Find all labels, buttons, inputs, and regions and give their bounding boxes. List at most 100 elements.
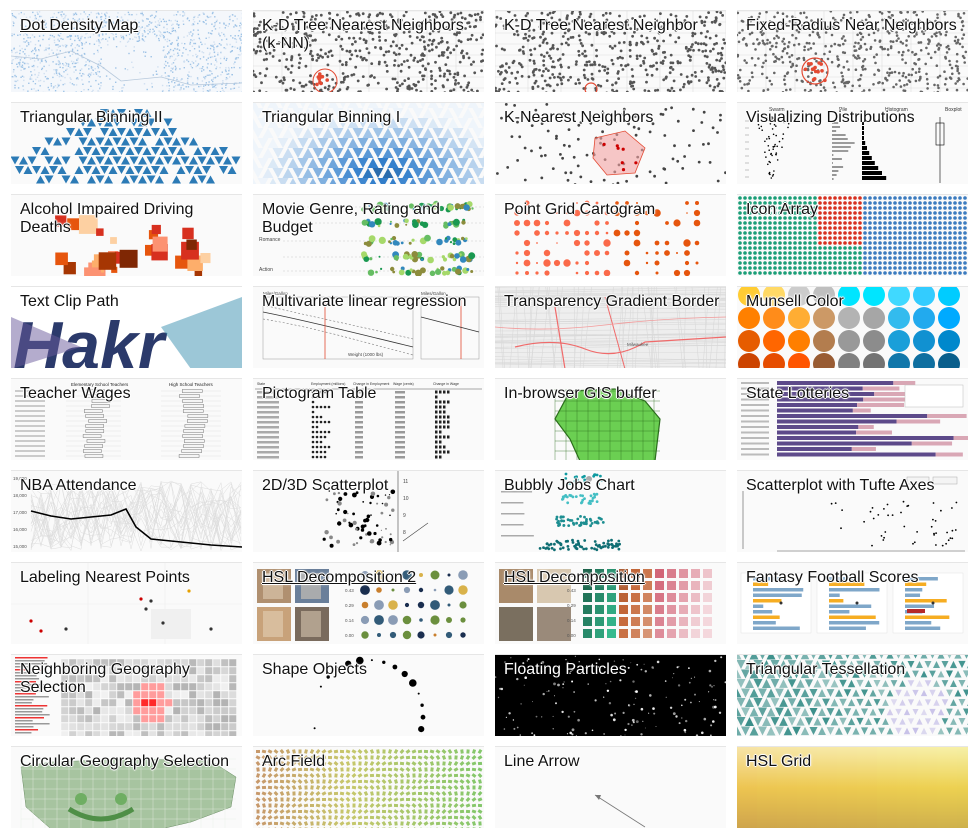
svg-text:0.00: 0.00: [345, 633, 354, 638]
svg-text:Elementary School Teachers: Elementary School Teachers: [71, 382, 129, 387]
svg-text:Wage (cents): Wage (cents): [393, 382, 414, 386]
gallery-tile[interactable]: Swarm Pile Histogram Boxplot Visualizing Dis…: [737, 102, 968, 184]
gallery-tile[interactable]: Hakr Text Clip Path: [11, 286, 242, 368]
tile-thumbnail-hsl2: 0.57 0.43 0.29 0.14 0.00: [257, 569, 468, 641]
tile-thumbnail-hslgrid: [737, 747, 968, 828]
gallery-tile[interactable]: Triangular Tessellation: [737, 654, 968, 736]
tile-thumbnail-tribin1: [253, 103, 484, 184]
tile-thumbnail-hsl1: 0.570.430.290.140.00: [499, 569, 712, 641]
svg-text:17,000: 17,000: [13, 510, 27, 515]
gallery-tile[interactable]: State Lotteries: [737, 378, 968, 460]
gallery-tile[interactable]: Bubbly Jobs Chart: [495, 470, 726, 552]
gallery-tile[interactable]: Miles/Gallon Miles/Gallon Weight (1000 lbs…: [253, 286, 484, 368]
tile-thumbnail-pointgrid: [514, 200, 701, 276]
svg-text:0.29: 0.29: [345, 603, 354, 608]
tile-thumbnail-distributions: Swarm Pile Histogram Boxplot: [745, 107, 962, 183]
gallery-tile[interactable]: Point Grid Cartogram: [495, 194, 726, 276]
gallery-tile[interactable]: Triangular Binning II: [11, 102, 242, 184]
svg-text:Boxplot: Boxplot: [945, 107, 962, 113]
gallery-tile[interactable]: 0.57 0.43 0.29 0.14 0.00 HSL Decomposition: [495, 562, 726, 644]
tile-thumbnail-fantasy: [740, 572, 964, 634]
tile-thumbnail-gradientborder: Milwaukee: [495, 287, 726, 368]
svg-text:Pile: Pile: [839, 107, 848, 113]
gallery-grid: Dot Density Map K-D Tree Nearest Neighbor…: [11, 10, 968, 828]
gallery-tile[interactable]: K-D Tree Nearest Neighbor: [495, 10, 726, 92]
svg-text:Employment (millions): Employment (millions): [311, 382, 345, 386]
gallery-tile[interactable]: Alcohol Impaired Driving Deaths: [11, 194, 242, 276]
gallery-tile[interactable]: Circular Geography Selection: [11, 746, 242, 828]
svg-text:10: 10: [403, 496, 409, 502]
svg-text:15,000: 15,000: [13, 544, 27, 549]
gallery-tile[interactable]: Shape Objects: [253, 654, 484, 736]
svg-text:19,000: 19,000: [13, 476, 27, 481]
gallery-tile[interactable]: Elementary School Teachers High School Te…: [11, 378, 242, 460]
tile-thumbnail-shapes: [313, 656, 426, 733]
tile-thumbnail-textclip: Hakr: [11, 287, 242, 368]
gallery-tile[interactable]: Triangular Binning I: [253, 102, 484, 184]
gallery-tile[interactable]: Fantasy Football Scores: [737, 562, 968, 644]
tile-thumbnail-knn: [496, 103, 726, 184]
gallery-tile[interactable]: 19,000 18,000 17,000 16,000 15,000 NBA Attend…: [11, 470, 242, 552]
svg-text:Change in Wage: Change in Wage: [433, 382, 459, 386]
svg-text:Miles/Gallon: Miles/Gallon: [263, 291, 288, 296]
gallery-tile[interactable]: State Employment (millions) Change in Empl…: [253, 378, 484, 460]
gallery-tile[interactable]: 11 10 9 8 2D/3D Scatterplot: [253, 470, 484, 552]
svg-text:11: 11: [403, 479, 408, 485]
tile-thumbnail-tribin2: [11, 109, 241, 184]
svg-text:0.14: 0.14: [345, 618, 354, 623]
gallery-tile[interactable]: Floating Particles: [495, 654, 726, 736]
gallery-tile[interactable]: In-browser GIS buffer: [495, 378, 726, 460]
svg-text:8: 8: [403, 530, 406, 536]
svg-text:0.57: 0.57: [345, 573, 354, 578]
gallery-tile[interactable]: Line Arrow: [495, 746, 726, 828]
tile-thumbnail-arcfield: [255, 749, 483, 828]
svg-text:0.43: 0.43: [567, 588, 576, 593]
tile-thumbnail-teacher: Elementary School Teachers High School Te…: [15, 382, 221, 458]
gallery-tile[interactable]: Scatterplot with Tufte Axes: [737, 470, 968, 552]
gallery-tile[interactable]: Fixed-Radius Near Neighbors: [737, 10, 968, 92]
svg-text:Change in Employment: Change in Employment: [353, 382, 389, 386]
gallery-tile[interactable]: Neighboring Geography Selection: [11, 654, 242, 736]
tile-thumbnail-circgeo: [20, 758, 237, 828]
gallery-tile[interactable]: Romance Action Movie Genre, Rating and Bud…: [253, 194, 484, 276]
gallery-tile[interactable]: K-Nearest Neighbors: [495, 102, 726, 184]
gallery-tile[interactable]: Munsell Color: [737, 286, 968, 368]
tile-thumbnail-tessellation: [737, 655, 968, 736]
gallery-tile[interactable]: Milwaukee Transparency Gradient Border: [495, 286, 726, 368]
gallery-tile[interactable]: Arc Field: [253, 746, 484, 828]
tile-thumbnail-lotteries: [741, 381, 968, 457]
gallery-tile[interactable]: K-D Tree Nearest Neighbors (k-NN): [253, 10, 484, 92]
tile-thumbnail-iconarray: [738, 196, 967, 275]
tile-thumbnail-regression: Miles/Gallon Miles/Gallon Weight (1000 lbs…: [262, 291, 480, 360]
tile-thumbnail-kdtree: [253, 11, 484, 92]
tile-thumbnail-neighbor: [15, 657, 237, 736]
svg-text:State: State: [257, 382, 265, 386]
tile-thumbnail-movie: Romance Action: [259, 200, 484, 276]
tile-thumbnail-linearrow: [594, 794, 646, 828]
tile-thumbnail-alcohol: [55, 215, 211, 276]
svg-text:0.43: 0.43: [345, 588, 354, 593]
svg-text:Weight (1000 lbs): Weight (1000 lbs): [348, 352, 384, 357]
svg-text:Romance: Romance: [259, 237, 281, 243]
tile-thumbnail-fixedradius: [737, 11, 968, 92]
tile-thumbnail-particles: [495, 655, 726, 736]
gallery-tile[interactable]: Dot Density Map: [11, 10, 242, 92]
tile-thumbnail-dotmap: [11, 11, 242, 92]
tile-thumbnail-labeling: [11, 563, 242, 644]
svg-text:18,000: 18,000: [13, 493, 27, 498]
svg-text:Action: Action: [259, 267, 273, 273]
tile-thumbnail-nba: 19,000 18,000 17,000 16,000 15,000: [13, 476, 242, 552]
svg-text:Swarm: Swarm: [769, 107, 785, 113]
tile-thumbnail-pictogram: State Employment (millions) Change in Empl…: [255, 382, 482, 459]
svg-text:0.57: 0.57: [567, 573, 576, 578]
tile-thumbnail-gis: [554, 388, 661, 460]
svg-text:Miles/Gallon: Miles/Gallon: [421, 291, 446, 296]
tile-thumbnail-bubbly: [501, 472, 621, 552]
svg-text:Histogram: Histogram: [885, 107, 908, 113]
gallery-tile[interactable]: Icon Array: [737, 194, 968, 276]
gallery-tile[interactable]: 0.57 0.43 0.29 0.14 0.00 HSL Decomposition 2: [253, 562, 484, 644]
tile-thumbnail-scatter3d: 11 10 9 8: [322, 471, 429, 552]
gallery-tile[interactable]: Labeling Nearest Points: [11, 562, 242, 644]
tile-thumbnail-kdtree2: [495, 11, 726, 92]
gallery-tile[interactable]: HSL Grid: [737, 746, 968, 828]
